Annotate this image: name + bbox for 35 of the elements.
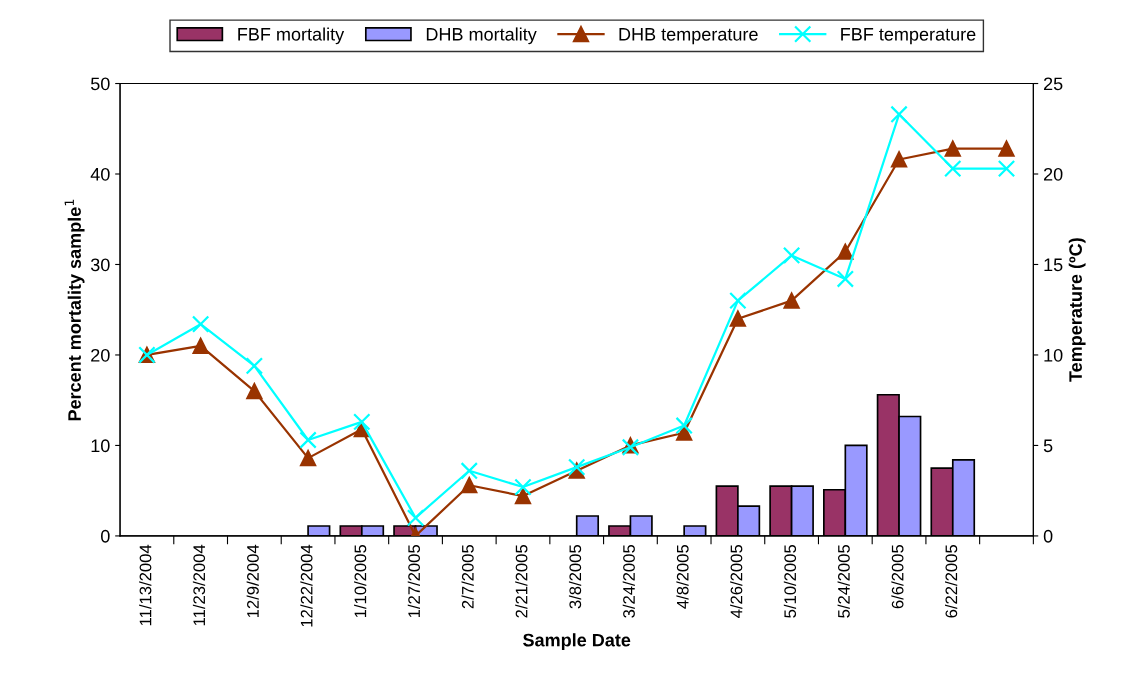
x-tick-label: 5/24/2005 xyxy=(837,544,850,618)
x-tick-label: 12/9/2004 xyxy=(246,544,259,618)
legend-label: DHB mortality xyxy=(426,27,537,45)
y-tick-label: 10 xyxy=(91,439,110,453)
y-axis-title: Percent mortality sample$^{1}$ xyxy=(64,199,85,421)
x-tick-label: 3/24/2005 xyxy=(622,544,635,618)
x-tick-label: 1/27/2005 xyxy=(407,544,421,618)
legend-label: DHB temperature xyxy=(619,28,758,45)
x-tick-label: 1/10/2005 xyxy=(354,544,367,618)
x-tick-label: 12/22/2004 xyxy=(300,544,313,627)
x-axis-title: Sample Date xyxy=(523,633,631,651)
x-tick-label: 4/8/2005 xyxy=(676,544,689,609)
x-tick-label: 11/23/2004 xyxy=(192,544,206,626)
legend-label: FBF temperature xyxy=(841,28,976,45)
x-tick-label: 6/22/2005 xyxy=(945,544,958,618)
x-tick-label: 3/8/2005 xyxy=(568,544,582,609)
x-tick-label: 4/26/2005 xyxy=(730,544,743,619)
x-tick-label: 11/13/2004 xyxy=(139,544,152,626)
y2-tick-label: 0 xyxy=(1043,529,1053,543)
x-tick-label: 2/7/2005 xyxy=(461,544,474,609)
y-tick-label: 0 xyxy=(101,529,110,543)
x-tick-label: 2/21/2005 xyxy=(515,544,528,618)
y-tick-label: 20 xyxy=(91,348,110,362)
y2-tick-label: 10 xyxy=(1044,348,1063,362)
y-tick-label: 50 xyxy=(90,77,110,91)
y-tick-label: 30 xyxy=(90,258,110,272)
y2-tick-label: 20 xyxy=(1043,167,1063,181)
y2-tick-label: 25 xyxy=(1043,77,1063,91)
y2-tick-label: 5 xyxy=(1043,439,1053,453)
x-tick-label: 6/6/2005 xyxy=(891,544,904,609)
x-tick-label: 5/10/2005 xyxy=(783,544,797,618)
legend-label: FBF mortality xyxy=(238,27,345,45)
y-tick-label: 40 xyxy=(90,167,110,181)
y2-tick-label: 15 xyxy=(1044,258,1063,272)
y2-axis-title: Temperature (ºC) xyxy=(1068,238,1086,382)
